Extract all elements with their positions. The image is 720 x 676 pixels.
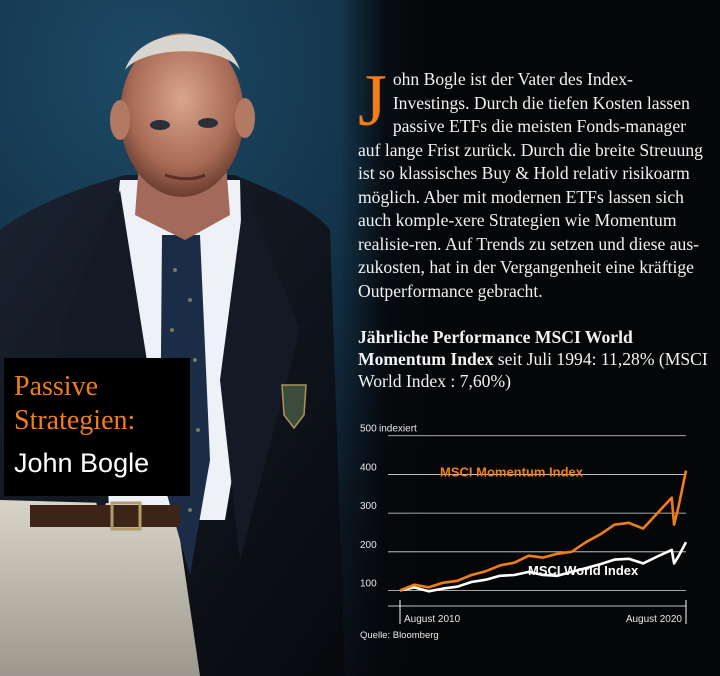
performance-note: Jährliche Performance MSCI World Momentu… xyxy=(358,326,713,392)
x-axis: August 2010 August 2020 xyxy=(388,600,687,625)
y-tick-label: 400 xyxy=(360,462,377,473)
y-tick-label: 500 xyxy=(360,424,377,435)
text-panel-background xyxy=(340,0,720,676)
title-line-2: Strategien: xyxy=(14,405,136,436)
series-label-momentum: MSCI Momentum Index xyxy=(440,464,584,479)
drop-cap: J xyxy=(358,60,387,142)
performance-note-values: seit Juli 1994: 11,28% (MSCI World Index… xyxy=(358,349,708,391)
y-axis-label: indexiert xyxy=(379,424,417,435)
x-tick-label-start: August 2010 xyxy=(404,614,461,625)
title-line-1: Passive xyxy=(14,371,98,402)
chart-source: Quelle: Bloomberg xyxy=(360,630,439,641)
title-line-3: John Bogle xyxy=(14,448,150,478)
y-tick-label: 300 xyxy=(360,501,377,512)
chart-grid xyxy=(388,435,686,591)
chart-series xyxy=(399,470,688,593)
series-line-momentum xyxy=(399,470,688,592)
intro-text: ohn Bogle ist der Vater des Index-Invest… xyxy=(358,69,703,301)
title-box xyxy=(4,358,190,496)
series-label-world: MSCI World Index xyxy=(528,563,639,578)
performance-note-heading: Jährliche Performance MSCI World Momentu… xyxy=(358,327,633,369)
series-line-world xyxy=(399,541,688,593)
y-tick-label: 100 xyxy=(360,579,377,590)
y-tick-label: 200 xyxy=(360,540,377,551)
y-axis-ticks: 100 200 300 400 500 xyxy=(360,424,377,590)
x-tick-label-end: August 2020 xyxy=(626,614,683,625)
